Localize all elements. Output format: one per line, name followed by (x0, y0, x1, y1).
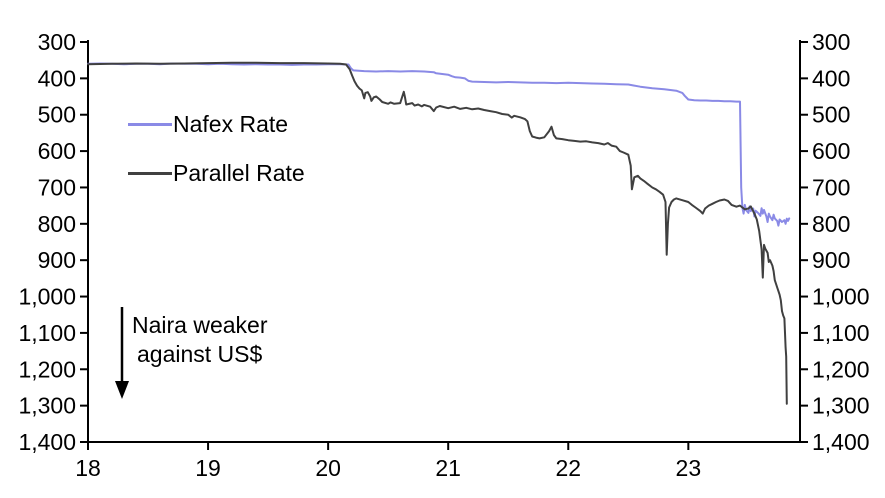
nafex-rate-line (87, 62, 791, 227)
legend: Nafex Rate Parallel Rate (128, 110, 305, 187)
y-axis-label-right: 1,400 (812, 429, 870, 455)
y-axis-label-right: 700 (812, 174, 850, 200)
y-axis-label-left: 1,200 (18, 356, 76, 382)
y-axis-label-right: 300 (812, 29, 850, 55)
y-axis-label-left: 900 (38, 247, 76, 273)
legend-item-nafex: Nafex Rate (128, 110, 305, 138)
annotation-line-1: Naira weaker (132, 312, 268, 338)
legend-label-parallel: Parallel Rate (173, 159, 305, 186)
annotation-line-2: against US$ (137, 341, 263, 367)
y-axis-label-left: 800 (38, 211, 76, 237)
y-axis-label-left: 700 (38, 174, 76, 200)
parallel-line-swatch-icon (128, 171, 172, 175)
nafex-line-swatch-icon (128, 122, 172, 126)
y-axis-label-left: 600 (38, 138, 76, 164)
y-axis-label-right: 1,300 (812, 393, 870, 419)
annotation: Naira weaker against US$ (112, 305, 268, 400)
y-axis-label-left: 1,100 (18, 320, 76, 346)
y-axis-label-left: 1,300 (18, 393, 76, 419)
y-axis-label-right: 600 (812, 138, 850, 164)
y-axis-label-left: 300 (38, 29, 76, 55)
y-axis-label-right: 400 (812, 65, 850, 91)
y-axis-label-left: 1,400 (18, 429, 76, 455)
y-axis-label-right: 1,100 (812, 320, 870, 346)
x-axis-label: 21 (435, 455, 461, 481)
x-axis-label: 22 (555, 455, 581, 481)
y-axis-label-right: 1,200 (812, 356, 870, 382)
annotation-text: Naira weaker against US$ (132, 311, 268, 369)
y-axis-label-left: 1,000 (18, 284, 76, 310)
y-axis-label-right: 1,000 (812, 284, 870, 310)
y-axis-label-right: 800 (812, 211, 850, 237)
x-axis-label: 23 (676, 455, 702, 481)
parallel-rate-line (87, 61, 788, 405)
legend-item-parallel: Parallel Rate (128, 159, 305, 187)
y-axis-label-right: 900 (812, 247, 850, 273)
y-axis-label-left: 500 (38, 102, 76, 128)
x-axis-label: 19 (195, 455, 221, 481)
legend-label-nafex: Nafex Rate (173, 110, 289, 137)
y-axis-label-right: 500 (812, 102, 850, 128)
down-arrow-icon (115, 307, 129, 399)
x-axis-label: 20 (315, 455, 341, 481)
x-axis-label: 18 (75, 455, 101, 481)
y-axis-label-left: 400 (38, 65, 76, 91)
